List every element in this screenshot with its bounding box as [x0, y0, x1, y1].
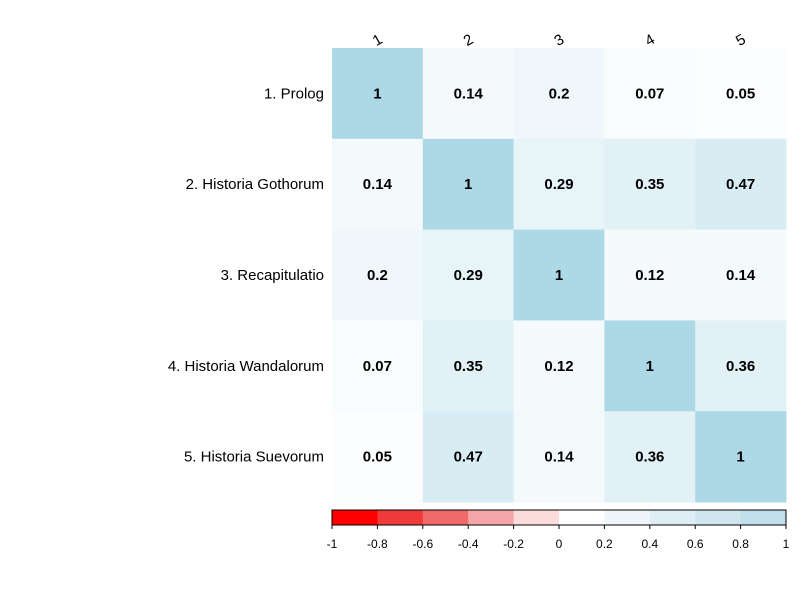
colorbar-segment [559, 510, 605, 525]
colorbar-segment [422, 510, 469, 525]
cell-value-label: 1 [646, 358, 654, 375]
colorbar-segment [377, 510, 424, 525]
colorbar-segment [332, 510, 378, 525]
row-labels: 1. Prolog 2. Historia Gothorum 3. Recapitu… [168, 85, 324, 465]
column-labels: 1 2 3 4 5 [370, 31, 749, 50]
colorbar-segment [649, 510, 696, 525]
row-label: 3. Recapitulatio [221, 267, 324, 284]
heatmap-cell [422, 229, 515, 321]
row-label: 4. Historia Wandalorum [168, 358, 324, 375]
cell-value-label: 0.35 [635, 176, 664, 193]
colorbar-tick-label: 0.6 [687, 537, 704, 551]
heatmap-cell [695, 138, 787, 231]
heatmap-cell [604, 320, 696, 412]
heatmap-cell [604, 138, 696, 231]
column-label: 1 [370, 31, 386, 50]
colorbar-segment [468, 510, 515, 525]
column-label: 5 [733, 31, 749, 50]
cell-value-label: 0.36 [726, 358, 755, 375]
cell-value-label: 0.12 [544, 358, 573, 375]
colorbar-tick-label: -1 [327, 537, 338, 551]
column-label: 3 [551, 31, 567, 50]
heatmap-cells: 1 0.14 0.2 0.07 0.05 0.14 1 0.29 0.35 0.47 0.2 0.29… [332, 48, 787, 503]
colorbar-segment [695, 510, 742, 525]
colorbar-tick-label: -0.4 [458, 537, 479, 551]
heatmap-cell [422, 411, 515, 503]
cell-value-label: 1 [736, 449, 744, 466]
colorbar-segment [604, 510, 651, 525]
heatmap-cell [513, 411, 605, 503]
colorbar-tick-label: 1 [783, 537, 790, 551]
cell-value-label: 0.12 [635, 267, 664, 284]
cell-value-label: 0.07 [635, 85, 664, 102]
cell-value-label: 0.14 [544, 449, 574, 466]
heatmap-cell [513, 48, 605, 140]
heatmap-cell [695, 411, 787, 503]
cell-value-label: 0.2 [549, 85, 570, 102]
cell-value-label: 0.2 [367, 267, 388, 284]
heatmap-cell [422, 320, 515, 412]
column-label: 2 [461, 31, 477, 50]
heatmap-cell [513, 138, 605, 231]
column-label: 4 [642, 31, 658, 50]
colorbar-tick-label: -0.2 [503, 537, 524, 551]
colorbar-tick-label: 0.4 [641, 537, 658, 551]
heatmap-cell [695, 320, 787, 412]
heatmap-cell [695, 48, 787, 140]
row-label: 5. Historia Suevorum [184, 449, 324, 466]
cell-value-label: 0.07 [363, 358, 392, 375]
row-label: 2. Historia Gothorum [186, 176, 324, 193]
colorbar-tick-label: 0 [556, 537, 563, 551]
heatmap-cell [332, 138, 424, 231]
cell-value-label: 0.14 [454, 85, 484, 102]
heatmap-cell [604, 48, 696, 140]
heatmap-cell [332, 48, 424, 140]
heatmap-cell [513, 320, 605, 412]
heatmap-cell [604, 411, 696, 503]
cell-value-label: 0.14 [726, 267, 756, 284]
colorbar-segment [740, 510, 787, 525]
heatmap-cell [513, 229, 605, 321]
cell-value-label: 0.47 [454, 449, 483, 466]
heatmap-cell [695, 229, 787, 321]
cell-value-label: 1 [373, 85, 381, 102]
heatmap-cell [332, 411, 424, 503]
cell-value-label: 1 [555, 267, 563, 284]
heatmap-cell [422, 138, 515, 231]
row-label: 1. Prolog [264, 85, 324, 102]
colorbar-tick-label: 0.2 [596, 537, 613, 551]
colorbar-tick-label: 0.8 [732, 537, 749, 551]
cell-value-label: 0.35 [454, 358, 483, 375]
cell-value-label: 0.36 [635, 449, 664, 466]
heatmap-cell [332, 229, 424, 321]
cell-value-label: 0.14 [363, 176, 393, 193]
cell-value-label: 0.47 [726, 176, 755, 193]
colorbar-tick-label: -0.6 [412, 537, 433, 551]
colorbar-tick-label: -0.8 [367, 537, 388, 551]
cell-value-label: 0.29 [454, 267, 483, 284]
cell-value-label: 1 [464, 176, 472, 193]
cell-value-label: 0.05 [726, 85, 755, 102]
cell-value-label: 0.05 [363, 449, 392, 466]
colorbar: -1 -0.8 -0.6 -0.4 -0.2 0 0.2 0.4 0.6 0.8 1 [327, 509, 790, 551]
cell-value-label: 0.29 [544, 176, 573, 193]
heatmap-cell [422, 48, 515, 140]
colorbar-segment [513, 510, 560, 525]
heatmap-cell [604, 229, 696, 321]
heatmap-cell [332, 320, 424, 412]
